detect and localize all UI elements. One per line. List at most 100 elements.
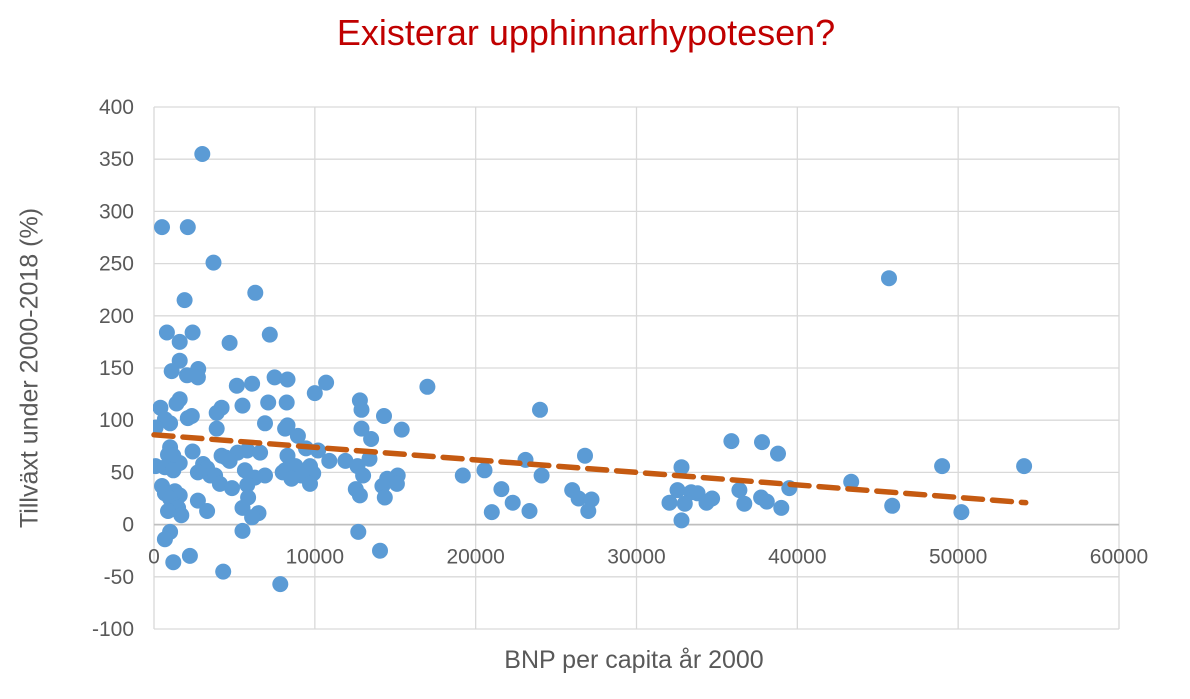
data-point — [158, 324, 175, 341]
x-tick-label: 20000 — [446, 546, 504, 569]
data-point — [577, 447, 593, 464]
data-point — [184, 443, 201, 460]
data-point — [163, 363, 180, 380]
data-point — [337, 452, 354, 469]
data-points — [153, 146, 1033, 593]
data-point — [211, 475, 228, 492]
data-point — [189, 369, 206, 386]
y-tick-label: 100 — [99, 409, 134, 432]
data-point — [770, 445, 786, 462]
x-tick-label: 30000 — [607, 546, 665, 569]
data-point — [673, 459, 690, 476]
data-point — [532, 401, 548, 418]
data-point — [934, 458, 951, 475]
x-axis-title: BNP per capita år 2000 — [504, 646, 764, 674]
x-tick-label: 10000 — [286, 546, 344, 569]
data-point — [533, 467, 550, 484]
data-point — [580, 503, 597, 519]
data-point — [483, 504, 500, 521]
data-point — [350, 523, 367, 540]
data-point — [156, 531, 173, 548]
data-point — [278, 394, 295, 411]
data-point — [272, 576, 289, 593]
data-point — [279, 417, 296, 434]
y-tick-label: 400 — [99, 96, 134, 119]
data-point — [208, 404, 225, 421]
y-tick-label: 300 — [99, 200, 134, 223]
data-point — [731, 482, 748, 499]
data-point — [318, 374, 335, 391]
data-point — [881, 270, 897, 287]
y-tick-label: 350 — [99, 148, 134, 171]
data-point — [234, 522, 251, 539]
data-point — [162, 415, 179, 432]
data-point — [168, 395, 185, 412]
data-point — [181, 547, 198, 564]
y-tick-label: 50 — [111, 461, 134, 484]
data-point — [160, 503, 176, 519]
data-point — [843, 473, 860, 490]
data-point — [261, 326, 278, 343]
data-point — [723, 433, 740, 450]
x-tick-label: 60000 — [1090, 546, 1148, 569]
data-point — [669, 482, 686, 499]
data-point — [252, 444, 269, 461]
data-point — [306, 385, 323, 402]
data-point — [953, 504, 970, 521]
data-point — [393, 421, 410, 438]
data-point — [698, 494, 715, 511]
data-point — [351, 487, 368, 504]
data-point — [476, 462, 493, 479]
data-point — [234, 397, 251, 414]
data-point — [179, 219, 196, 236]
data-point — [673, 512, 690, 529]
y-tick-label: 250 — [99, 253, 134, 276]
data-point — [165, 462, 182, 479]
data-point — [321, 452, 338, 469]
data-point — [153, 419, 164, 436]
data-point — [736, 495, 753, 512]
data-point — [355, 467, 372, 484]
data-point — [266, 369, 283, 386]
trendline — [151, 432, 1029, 506]
chart-title: Existerar upphinnarhypotesen? — [336, 12, 836, 53]
y-tick-label: 0 — [122, 514, 134, 537]
data-point — [176, 292, 193, 309]
data-point — [361, 450, 378, 467]
y-tick-label: 200 — [99, 305, 134, 328]
data-point — [372, 542, 388, 559]
data-point — [376, 408, 392, 424]
x-tick-label: 0 — [148, 546, 160, 569]
data-point — [521, 503, 538, 519]
data-point — [353, 401, 370, 418]
data-point — [165, 554, 182, 571]
data-point — [260, 394, 277, 411]
data-point — [353, 420, 370, 437]
data-point — [228, 377, 245, 394]
tick-labels: -100 -50 0 50 100 150 200 250 300 350 400 0 10000 200… — [92, 96, 1148, 641]
y-tick-label: 150 — [99, 357, 134, 380]
data-point — [221, 452, 238, 469]
data-point — [376, 489, 393, 506]
data-point — [302, 475, 318, 492]
data-point — [388, 475, 405, 492]
x-tick-label: 40000 — [768, 546, 826, 569]
data-point — [283, 470, 300, 487]
data-point — [884, 497, 901, 514]
data-point — [244, 509, 261, 526]
data-point — [504, 494, 521, 511]
data-point — [189, 464, 206, 481]
data-point — [171, 333, 188, 350]
y-tick-label: -50 — [104, 566, 134, 589]
data-point — [257, 415, 273, 432]
data-point — [493, 481, 510, 498]
data-point — [773, 499, 790, 516]
data-point — [221, 334, 238, 351]
data-point — [661, 494, 678, 511]
data-point — [754, 434, 770, 451]
data-point — [194, 146, 211, 162]
y-tick-label: -100 — [92, 618, 134, 641]
data-point — [454, 467, 471, 484]
